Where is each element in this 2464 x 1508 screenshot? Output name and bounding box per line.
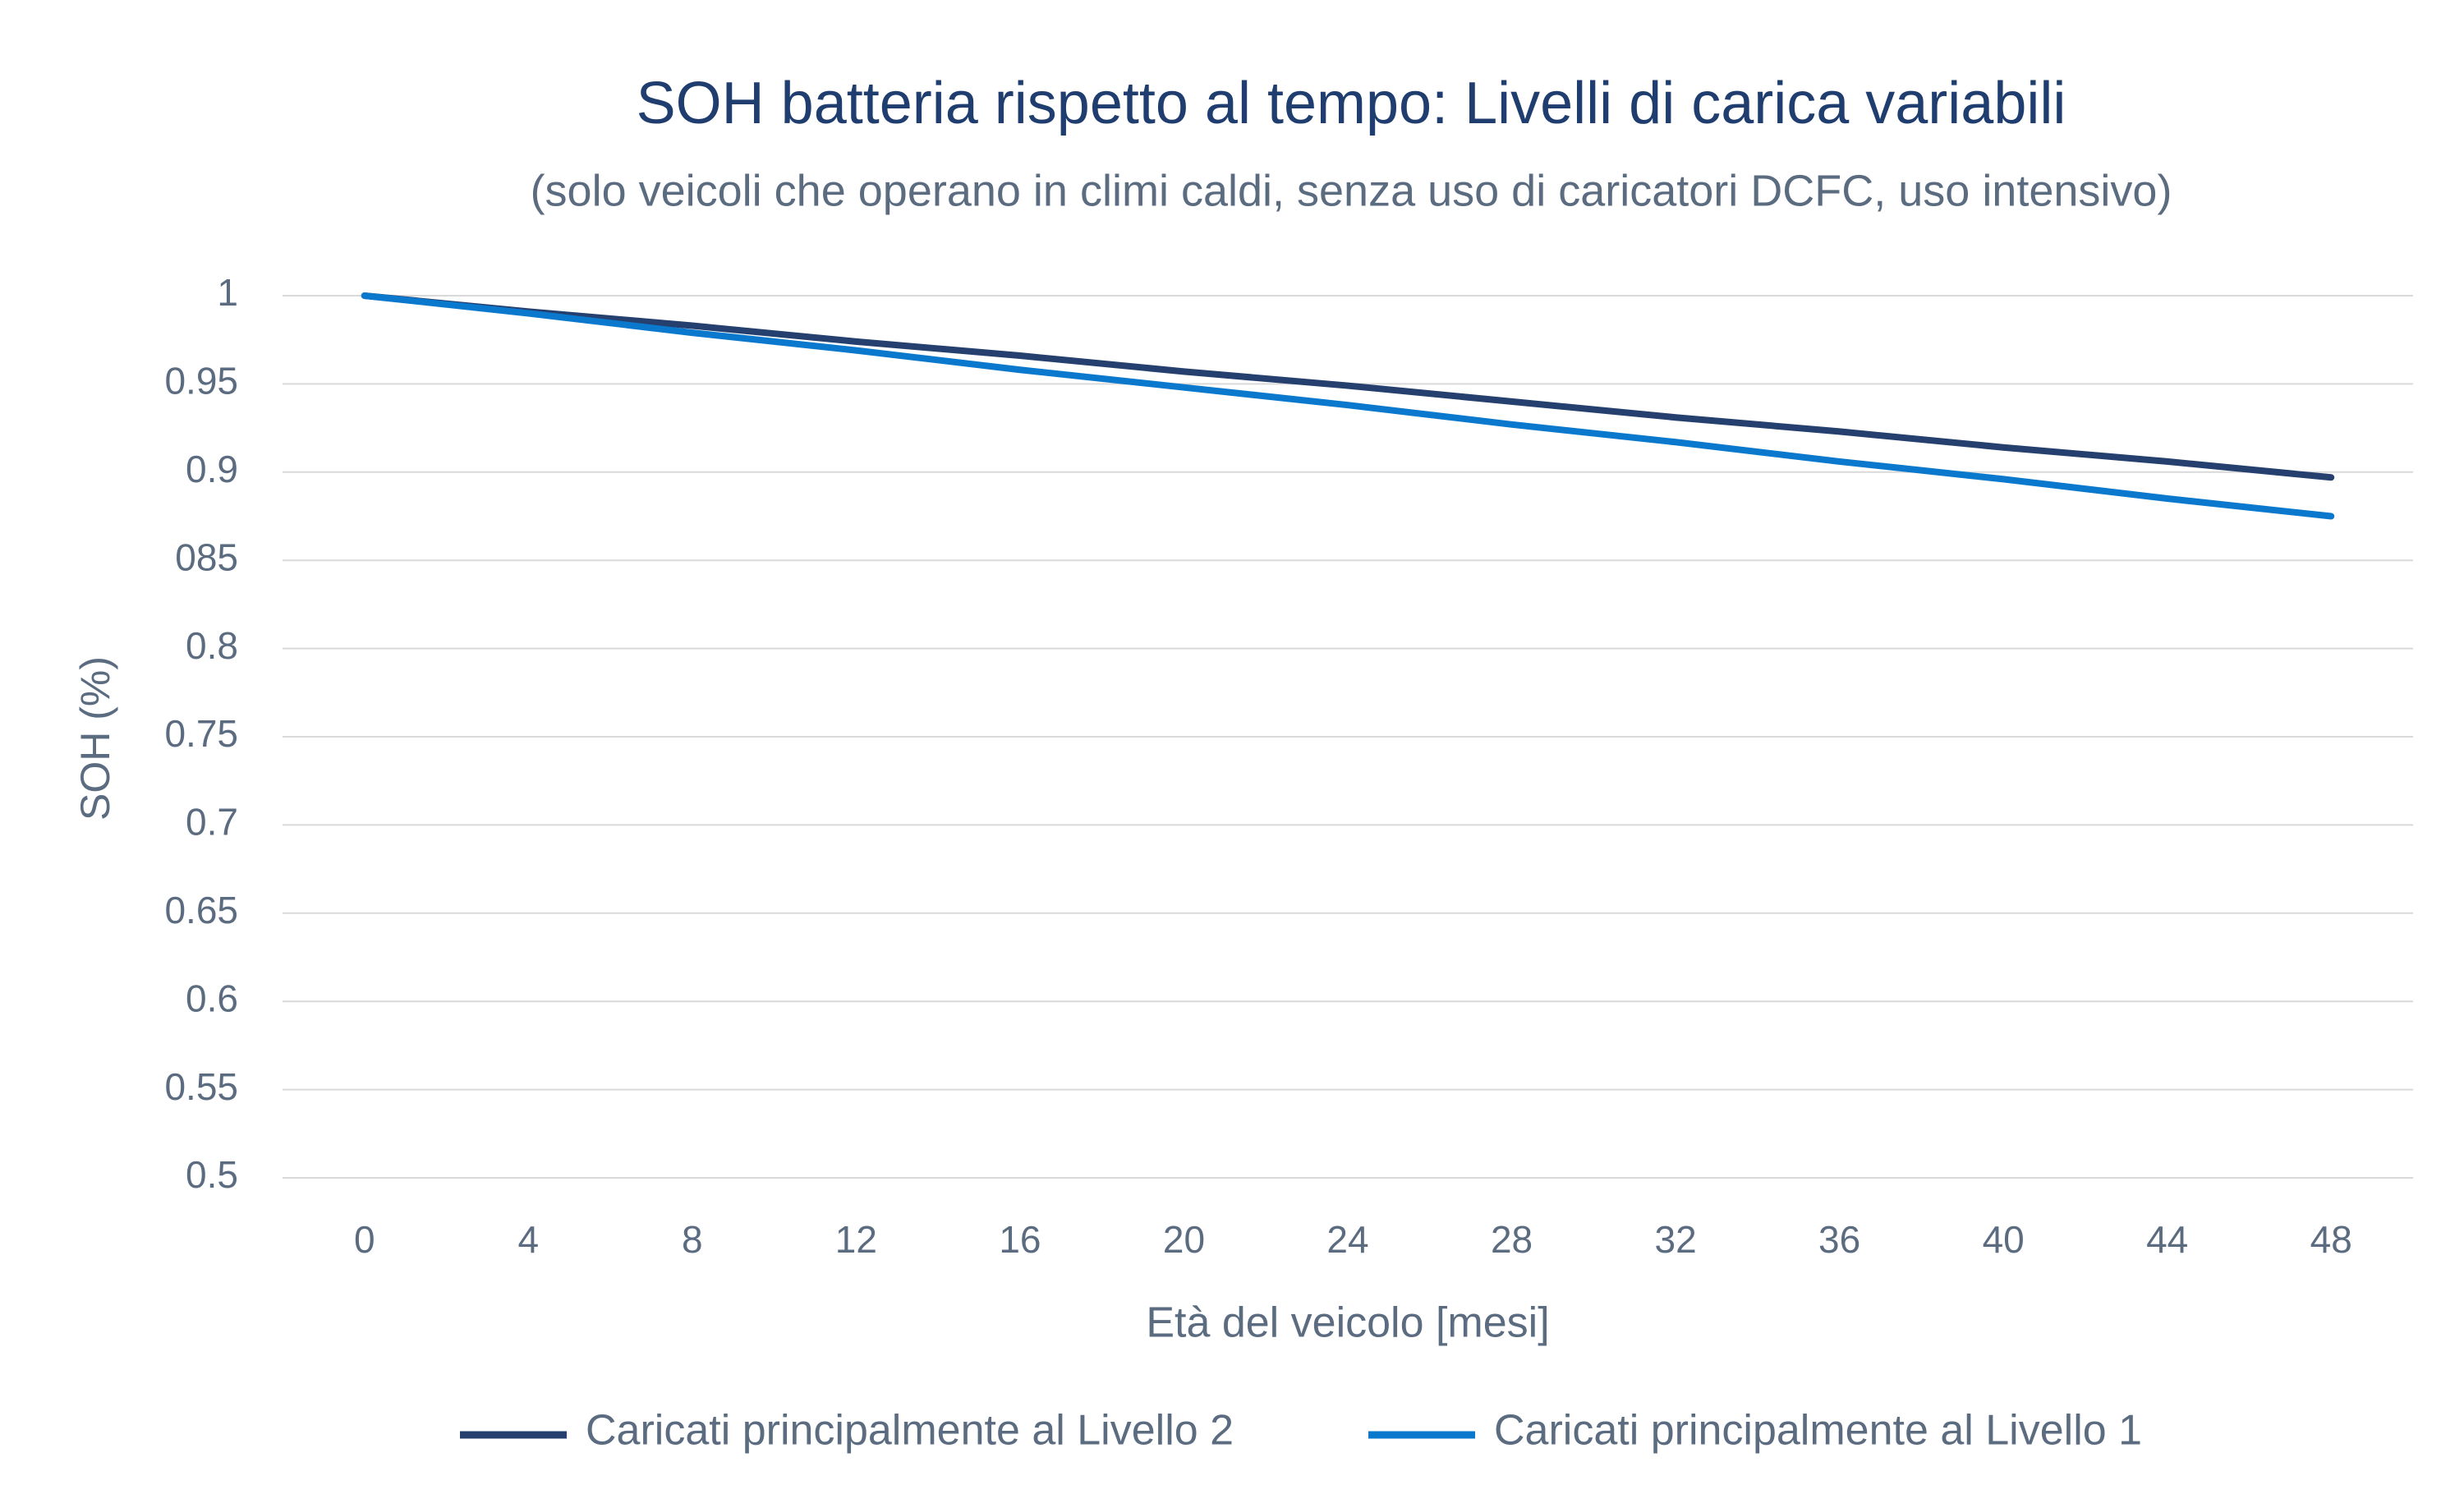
x-tick-label: 16 [999,1218,1041,1261]
x-tick-label: 36 [1818,1218,1860,1261]
y-tick-label: 085 [175,536,238,578]
legend-label: Caricati principalmente al Livello 1 [1494,1407,2142,1455]
x-tick-label: 4 [518,1218,540,1261]
y-tick-label: 0.95 [164,360,238,402]
x-tick-label: 44 [2146,1218,2188,1261]
y-tick-label: 0.9 [186,448,238,490]
y-tick-label: 0.8 [186,624,238,667]
x-axis-title: Età del veicolo [mesi] [1146,1299,1549,1347]
y-axis-title: SOH (%) [72,656,118,821]
x-tick-label: 20 [1163,1218,1205,1261]
chart-subtitle: (solo veicoli che operano in climi caldi… [531,166,2172,215]
y-tick-label: 0.6 [186,977,238,1019]
y-tick-label: 0.5 [186,1153,238,1196]
x-tick-label: 24 [1326,1218,1368,1261]
y-tick-label: 1 [217,271,238,314]
x-tick-label: 0 [354,1218,375,1261]
x-tick-label: 8 [682,1218,703,1261]
y-tick-label: 0.7 [186,801,238,844]
series-line [361,292,2335,481]
y-tick-label: 0.65 [164,889,238,931]
x-tick-label: 48 [2310,1218,2352,1261]
legend-label: Caricati principalmente al Livello 2 [586,1407,1234,1455]
chart-title: SOH batteria rispetto al tempo: Livelli … [637,71,2066,136]
series-line [361,292,2335,520]
x-tick-label: 28 [1491,1218,1533,1261]
y-tick-label: 0.55 [164,1065,238,1108]
x-tick-label: 40 [1983,1218,2025,1261]
x-tick-label: 12 [835,1218,877,1261]
x-tick-label: 32 [1654,1218,1696,1261]
y-tick-label: 0.75 [164,712,238,755]
